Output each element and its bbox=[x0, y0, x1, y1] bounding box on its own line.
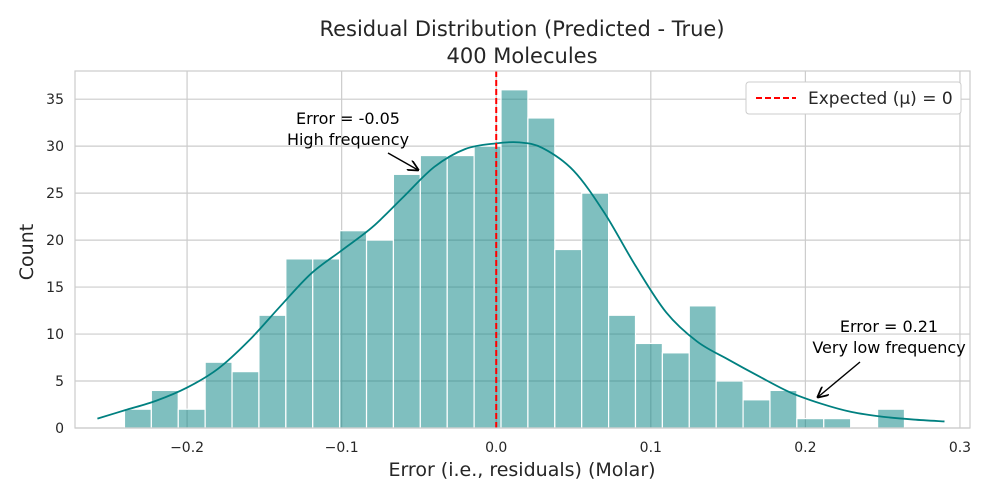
kde-curve-group bbox=[97, 141, 945, 423]
histogram-bar bbox=[715, 380, 744, 429]
histogram-bar bbox=[339, 230, 368, 429]
histogram-bar bbox=[177, 408, 206, 429]
histogram-bar bbox=[527, 117, 556, 429]
annotation-2-line-2: Very low frequency bbox=[812, 338, 965, 357]
x-tick-label: 0.0 bbox=[485, 440, 507, 456]
histogram-bar bbox=[419, 154, 448, 429]
chart-title-line-2: 400 Molecules bbox=[446, 44, 597, 68]
histogram-bar bbox=[392, 173, 421, 429]
y-axis-label: Count bbox=[16, 224, 38, 280]
x-tick-label: −0.1 bbox=[325, 440, 359, 456]
y-tick-label: 30 bbox=[46, 139, 64, 155]
histogram-bar bbox=[312, 258, 341, 429]
legend-label: Expected (μ) = 0 bbox=[808, 89, 953, 109]
y-tick-label: 15 bbox=[46, 280, 64, 296]
annotation-1-line-1: Error = -0.05 bbox=[296, 109, 400, 128]
legend: Expected (μ) = 0 bbox=[745, 81, 962, 115]
annotation-1-line-2: High frequency bbox=[287, 130, 409, 149]
x-tick-labels: −0.2 −0.1 0.0 0.1 0.2 0.3 bbox=[170, 440, 971, 456]
annotation-1-arrow bbox=[387, 152, 418, 170]
histogram-bar bbox=[554, 248, 583, 429]
y-tick-label: 35 bbox=[46, 92, 64, 108]
x-tick-label: 0.3 bbox=[949, 440, 971, 456]
histogram-bars bbox=[123, 89, 906, 429]
x-axis-label: Error (i.e., residuals) (Molar) bbox=[388, 459, 655, 481]
y-tick-labels: 0 5 10 15 20 25 30 35 bbox=[46, 92, 64, 437]
histogram-bar bbox=[365, 239, 395, 429]
histogram-bar bbox=[446, 154, 475, 429]
y-tick-label: 5 bbox=[55, 374, 64, 390]
y-tick-label: 20 bbox=[46, 233, 64, 249]
histogram-bar bbox=[661, 352, 690, 429]
y-tick-label: 0 bbox=[55, 421, 64, 437]
histogram-bar bbox=[258, 314, 287, 429]
x-tick-label: 0.2 bbox=[794, 440, 816, 456]
y-tick-label: 25 bbox=[46, 186, 64, 202]
legend-box bbox=[745, 81, 962, 115]
x-tick-label: 0.1 bbox=[640, 440, 662, 456]
histogram-bar bbox=[796, 418, 825, 429]
plot-frame bbox=[74, 70, 971, 429]
histogram-bar bbox=[688, 305, 717, 429]
histogram-bar bbox=[607, 314, 637, 429]
y-tick-label: 10 bbox=[46, 327, 64, 343]
histogram-bar bbox=[123, 408, 152, 429]
histogram-bar bbox=[581, 192, 610, 429]
x-tick-label: −0.2 bbox=[170, 440, 204, 456]
annotation-2-line-1: Error = 0.21 bbox=[840, 317, 938, 336]
histogram-bar bbox=[204, 361, 233, 429]
annotation-2-arrow bbox=[818, 361, 861, 397]
chart-title-line-1: Residual Distribution (Predicted - True) bbox=[319, 17, 724, 41]
histogram-bar bbox=[823, 418, 852, 429]
histogram-bar bbox=[742, 399, 771, 429]
histogram-bar bbox=[500, 89, 529, 429]
histogram-bar bbox=[150, 389, 179, 429]
histogram-bar bbox=[231, 371, 260, 429]
histogram-bar bbox=[634, 342, 663, 429]
histogram-bar bbox=[769, 389, 798, 429]
annotations: Error = -0.05 High frequency Error = 0.2… bbox=[287, 109, 966, 397]
kde-curve bbox=[97, 141, 945, 423]
